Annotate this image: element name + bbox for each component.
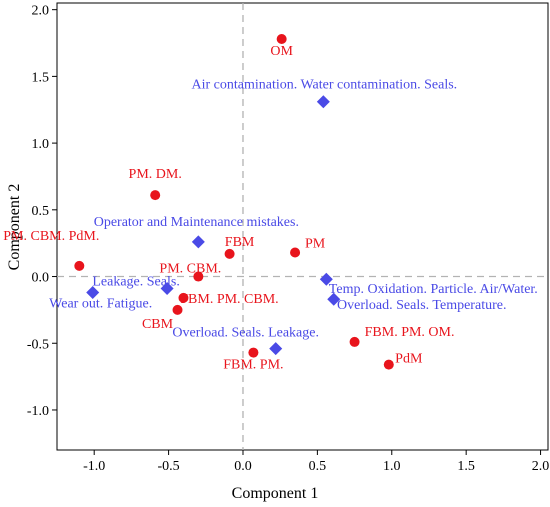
point-marker (150, 190, 161, 201)
x-tick-label: 1.0 (383, 459, 401, 474)
point-marker (86, 286, 100, 300)
point-label: PM. DM. (129, 167, 182, 182)
point-label: FBM (225, 235, 255, 250)
point-marker (276, 34, 287, 45)
point-marker (319, 272, 333, 286)
plot-frame (56, 2, 549, 451)
x-axis-title: Component 1 (232, 485, 319, 502)
point-label: PM. CBM. PdM. (3, 229, 99, 244)
point-marker (172, 304, 183, 315)
point-marker (248, 347, 259, 358)
y-tick-label: -1.0 (27, 404, 49, 419)
point-label: Overload. Seals. Leakage. (172, 326, 319, 341)
point-label: Leakage. Seals. (92, 275, 179, 290)
x-tick-label: -1.0 (83, 459, 105, 474)
point-label: Wear out. Fatigue. (49, 297, 152, 312)
point-label: FBM. PM. CBM. (180, 292, 278, 307)
y-axis-title: Component 2 (6, 184, 23, 271)
point-label: Overload. Seals. Temperature. (337, 298, 506, 313)
x-tick-label: -0.5 (158, 459, 180, 474)
point-marker (178, 292, 189, 303)
point-marker (224, 248, 235, 259)
point-label: PM (305, 237, 326, 252)
y-tick-label: 1.5 (32, 70, 50, 85)
point-marker (316, 95, 330, 109)
y-tick-label: 1.0 (32, 137, 50, 152)
x-tick-label: 2.0 (532, 459, 550, 474)
point-label: OM (270, 44, 293, 59)
point-marker (383, 359, 394, 370)
point-label: PdM (395, 352, 423, 367)
y-tick-label: 0.5 (32, 204, 50, 219)
point-label: FBM. PM. OM. (365, 325, 455, 340)
x-tick-label: 0.5 (309, 459, 327, 474)
y-tick-label: 0.0 (32, 271, 50, 286)
point-marker (327, 292, 341, 306)
point-marker (74, 260, 85, 271)
point-marker (160, 282, 174, 296)
point-marker (193, 271, 204, 282)
point-label: CBM (142, 317, 174, 332)
point-label: Temp. Oxidation. Particle. Air/Water. (329, 282, 538, 297)
point-marker (349, 336, 360, 347)
point-label: Air contamination. Water contamination. … (191, 78, 457, 93)
y-tick-label: 2.0 (32, 4, 50, 19)
point-marker (191, 235, 205, 249)
point-label: PM. CBM. (159, 262, 221, 277)
point-label: FBM. PM. (223, 358, 283, 373)
x-tick-label: 1.5 (457, 459, 475, 474)
x-tick-label: 0.0 (234, 459, 252, 474)
point-marker (269, 342, 283, 356)
point-marker (290, 247, 301, 258)
point-label: Operator and Maintenance mistakes. (94, 215, 299, 230)
y-tick-label: -0.5 (27, 337, 49, 352)
